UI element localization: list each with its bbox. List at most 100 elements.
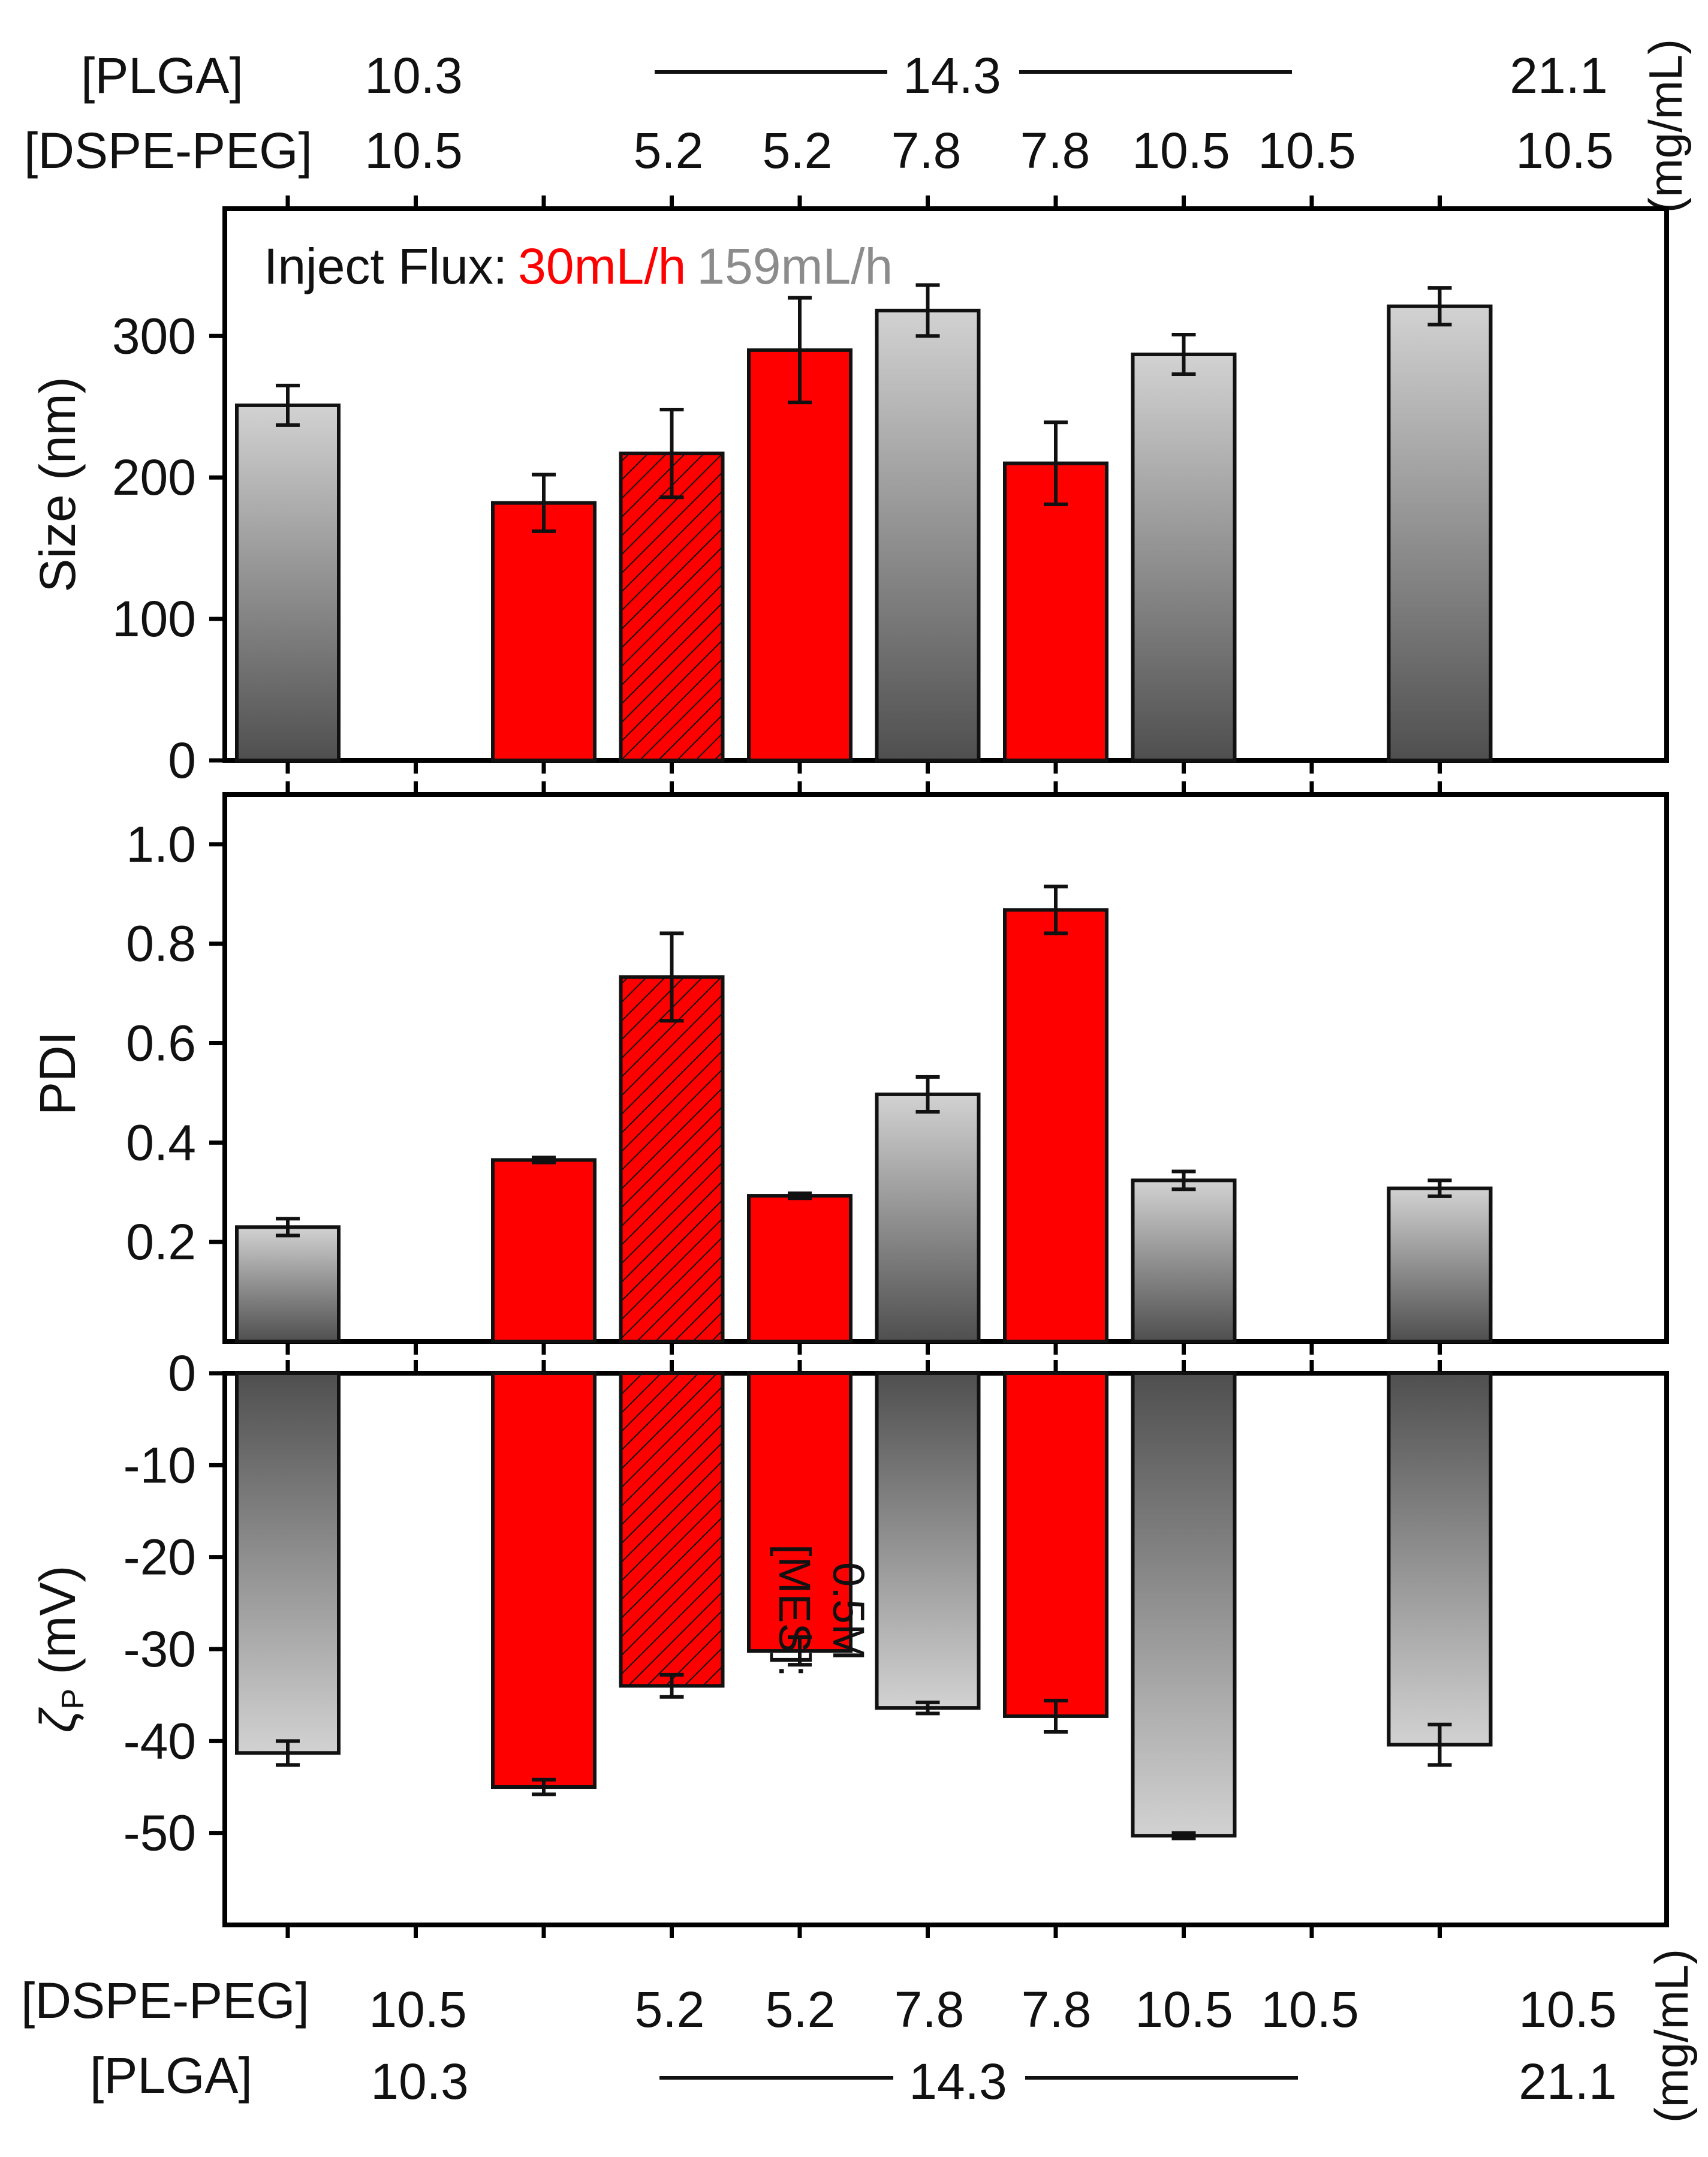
- zeta-bar-3: [619, 1371, 725, 1688]
- pdi-bar-8: [1387, 1186, 1493, 1344]
- pdi-ytick-label-0: 0.2: [126, 1214, 196, 1270]
- top-dspe-value-2: 5.2: [634, 122, 704, 179]
- size-errorbar-8: [1427, 286, 1452, 327]
- size-bar-1: [235, 403, 341, 762]
- bottom-plga-value-1: 10.3: [370, 2053, 469, 2110]
- zeta-ytick-label-4: -40: [123, 1713, 196, 1769]
- top-dspe-value-7: 10.5: [1258, 122, 1356, 179]
- top-dspe-value-6: 10.5: [1132, 122, 1230, 179]
- bottom-dspe-label: [DSPE-PEG]: [21, 1972, 309, 2029]
- pdi-errorbar-3: [659, 931, 684, 1023]
- pdi-bar-7: [1131, 1178, 1237, 1343]
- bottom-dspe-value-1: 10.5: [369, 1981, 467, 2038]
- pdi-errorbar-1: [276, 1217, 300, 1238]
- bottom-header: [DSPE-PEG] [PLGA] 10.5 5.2 5.2 7.8 7.8 1…: [21, 1949, 1698, 2123]
- bottom-dspe-value-3: 5.2: [766, 1981, 836, 2038]
- zeta-panel: ζP (mV) 0 -10 -20 -30 -40 -50 [MES]:0.5M: [29, 1345, 1669, 1938]
- pdi-bar-1: [235, 1225, 341, 1343]
- zeta-bar-6: [1003, 1371, 1108, 1718]
- size-ytick-label-3: 300: [112, 308, 196, 364]
- size-bar-8: [1387, 304, 1493, 762]
- pdi-errorbar-2: [532, 1156, 556, 1165]
- zeta-ytick-label-3: -30: [123, 1621, 196, 1677]
- bottom-dspe-value-2: 5.2: [635, 1981, 705, 2038]
- legend-text: Inject Flux: 30mL/h 159mL/h: [264, 238, 893, 294]
- size-ytick-label-0: 0: [168, 732, 196, 789]
- top-header: [PLGA] [DSPE-PEG] 10.3 14.3 21.1 10.5 5.…: [24, 39, 1692, 213]
- bottom-dspe-value-7: 10.5: [1261, 1981, 1359, 2038]
- legend-grey-label: 159mL/h: [697, 238, 893, 294]
- pdi-ytick-label-4: 1.0: [126, 816, 196, 873]
- size-panel: Size (nm) Inject Flux: 30mL/h 159mL/h 0 100…: [29, 195, 1669, 789]
- size-errorbar-6: [1044, 420, 1068, 507]
- pdi-bars: [235, 885, 1493, 1344]
- zeta-bar-5: [875, 1371, 981, 1710]
- size-xticks: [285, 195, 1442, 774]
- pdi-bar-2: [491, 1158, 597, 1344]
- pdi-ytick-label-1: 0.4: [126, 1114, 196, 1171]
- size-bar-7: [1131, 352, 1237, 762]
- pdi-yticks: 0.2 0.4 0.6 0.8 1.0: [126, 816, 225, 1270]
- zeta-bar-4: [747, 1371, 853, 1653]
- zeta-errorbar-5: [915, 1700, 940, 1716]
- size-bar-2: [491, 501, 597, 763]
- zeta-ylabel-main: ζ: [29, 1707, 86, 1732]
- top-plga-value-3: 21.1: [1510, 47, 1608, 104]
- zeta-ytick-label-0: 0: [168, 1345, 196, 1401]
- top-dspe-value-3: 5.2: [763, 122, 833, 179]
- size-bars: [235, 283, 1493, 763]
- bottom-dspe-value-5: 7.8: [1022, 1981, 1092, 2038]
- zeta-ylabel: ζP (mV): [29, 1566, 91, 1733]
- bottom-plga-label: [PLGA]: [90, 2047, 252, 2104]
- size-errorbar-2: [532, 473, 556, 533]
- size-ytick-label-2: 200: [112, 449, 196, 506]
- size-bar-5: [875, 308, 981, 762]
- zeta-errorbar-6: [1044, 1698, 1068, 1734]
- pdi-bar-6: [1003, 908, 1108, 1343]
- pdi-xticks: [285, 781, 1442, 1355]
- pdi-bar-5: [875, 1092, 981, 1343]
- top-dspe-value-5: 7.8: [1020, 122, 1091, 179]
- bottom-plga-value-2: 14.3: [909, 2053, 1007, 2110]
- bottom-dspe-value-6: 10.5: [1135, 1981, 1233, 2038]
- pdi-errorbar-8: [1427, 1178, 1452, 1198]
- top-dspe-value-8: 10.5: [1516, 122, 1614, 179]
- pdi-panel: PDI 0.2 0.4 0.6 0.8 1.0: [29, 781, 1669, 1355]
- size-errorbar-1: [276, 383, 300, 427]
- pdi-bar-4: [747, 1194, 853, 1344]
- size-errorbar-5: [915, 283, 940, 338]
- mes-annotation: [MES]:0.5M: [770, 1544, 873, 1677]
- zeta-errorbar-1: [276, 1739, 300, 1767]
- zeta-errorbar-4: [788, 1635, 812, 1667]
- size-errorbar-7: [1171, 332, 1196, 376]
- pdi-errorbar-5: [915, 1075, 940, 1114]
- zeta-errorbar-7: [1171, 1831, 1196, 1840]
- pdi-errorbar-4: [788, 1191, 812, 1201]
- zeta-bars: [235, 1371, 1493, 1840]
- zeta-errorbar-8: [1427, 1722, 1452, 1767]
- zeta-ylabel-unit: (mV): [29, 1566, 86, 1689]
- size-ylabel: Size (nm): [29, 377, 86, 592]
- zeta-xticks: [285, 1360, 1442, 1938]
- top-dspe-value-4: 7.8: [891, 122, 962, 179]
- top-plga-label: [PLGA]: [81, 47, 243, 104]
- pdi-errorbar-6: [1044, 885, 1068, 935]
- mes-annotation-line1: [MES]:: [770, 1544, 820, 1677]
- pdi-ylabel: PDI: [29, 1031, 86, 1115]
- size-ytick-label-1: 100: [112, 591, 196, 647]
- legend-prefix: Inject Flux:: [264, 238, 507, 294]
- size-bar-4: [747, 348, 853, 762]
- top-unit-label: (mg/mL): [1639, 39, 1692, 213]
- pdi-ytick-label-2: 0.6: [126, 1015, 196, 1072]
- legend-red-label: 30mL/h: [518, 238, 686, 294]
- top-plga-value-2: 14.3: [903, 47, 1001, 104]
- top-plga-value-1: 10.3: [365, 47, 463, 104]
- zeta-errorbar-3: [659, 1672, 684, 1699]
- bottom-dspe-value-8: 10.5: [1519, 1981, 1617, 2038]
- zeta-bar-2: [491, 1371, 597, 1789]
- size-legend: Inject Flux: 30mL/h 159mL/h: [264, 238, 893, 294]
- size-errorbar-4: [788, 296, 812, 405]
- mes-annotation-line2: 0.5M: [824, 1562, 873, 1661]
- size-yticks: 0 100 200 300: [112, 308, 225, 789]
